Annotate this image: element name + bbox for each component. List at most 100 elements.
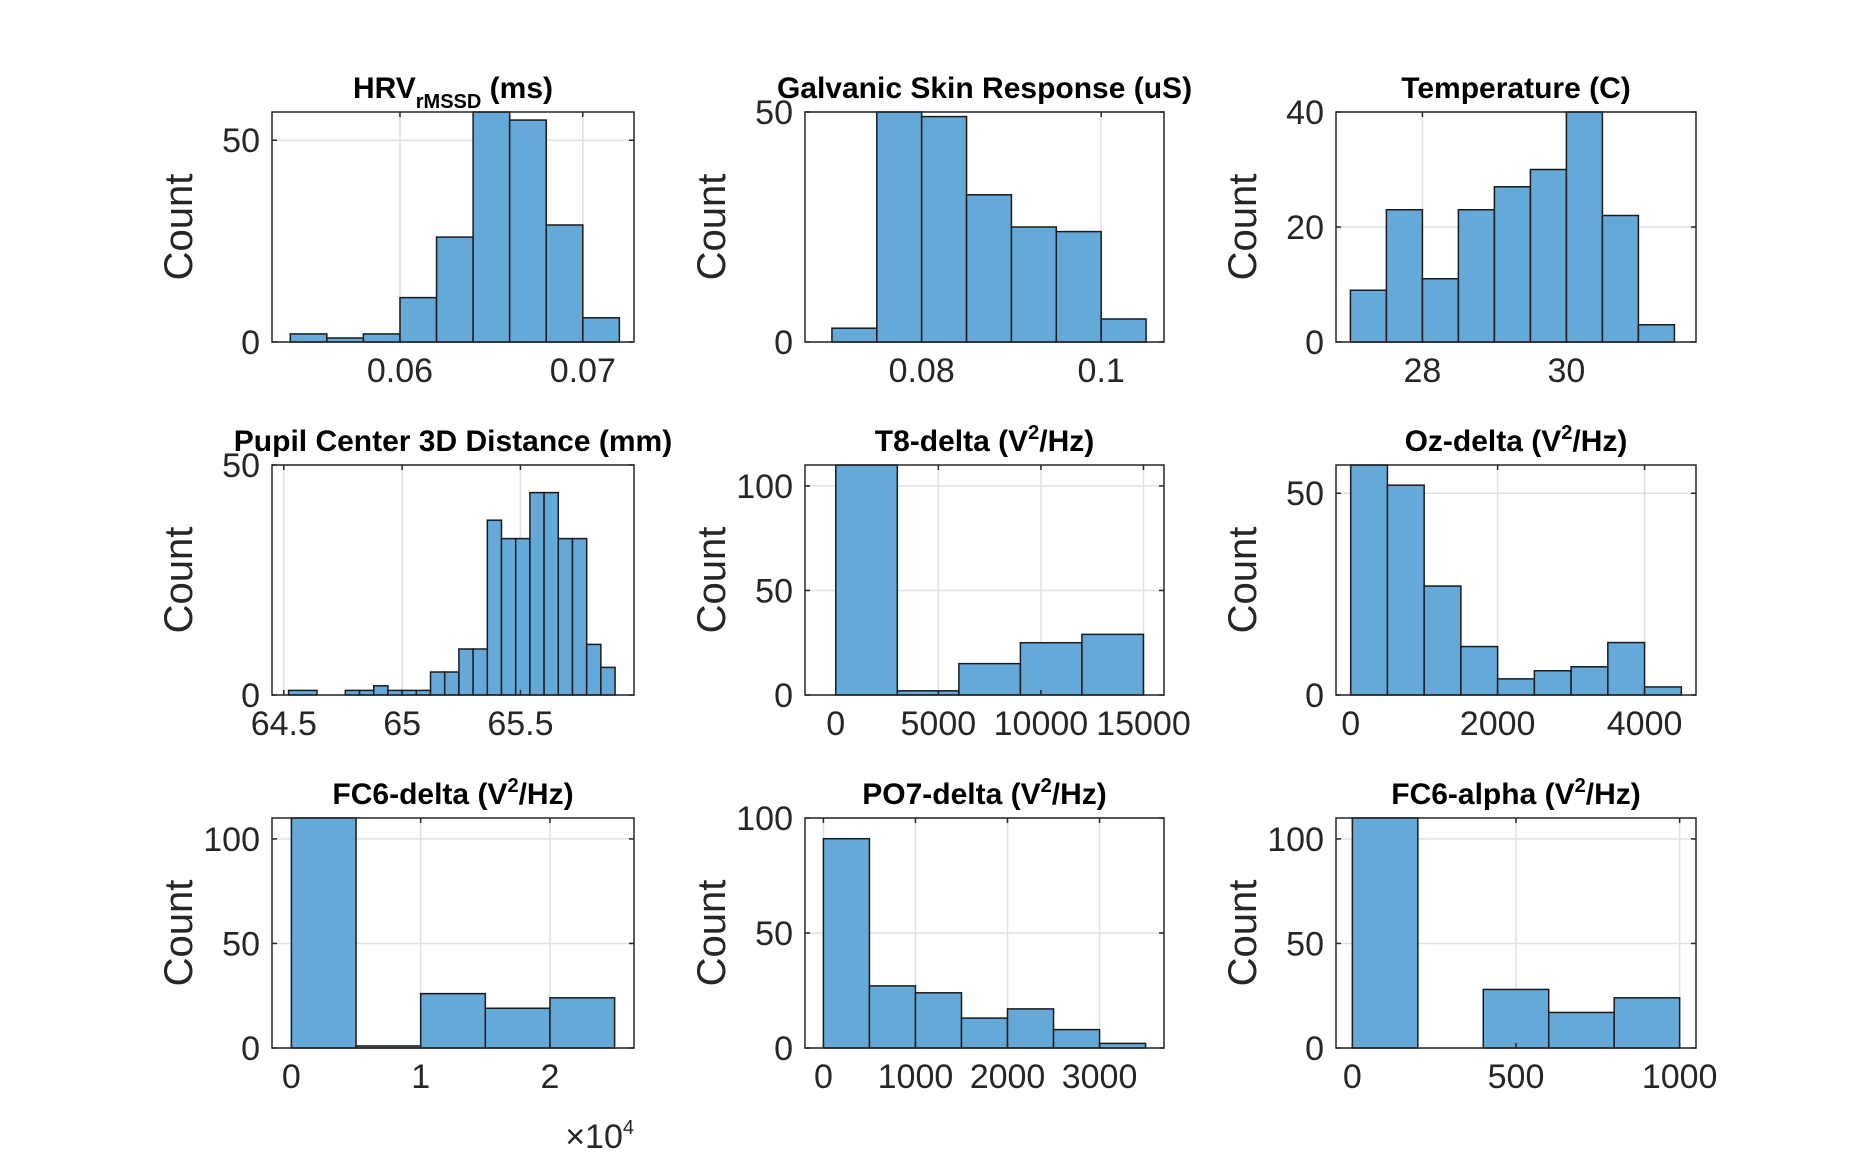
y-axis-label: Count xyxy=(1221,880,1265,987)
panel-title: Oz-delta (V2/Hz) xyxy=(1405,422,1628,458)
panel-title: T8-delta (V2/Hz) xyxy=(875,422,1094,458)
y-axis-label: Count xyxy=(1221,174,1265,281)
histogram-panel-6: 0 2000 4000 0 50 Count Oz-delta (V2/Hz) xyxy=(1221,422,1697,743)
y-tick-label: 0 xyxy=(241,677,260,715)
histogram-panel-8: 0 1000 2000 3000 0 50 100 Count PO7-delta (V2/Hz… xyxy=(690,775,1165,1096)
histogram-bar xyxy=(585,643,602,696)
x-tick-label: 64.5 xyxy=(251,705,317,743)
histogram-bar xyxy=(1006,1008,1055,1049)
histogram-bar xyxy=(1351,817,1419,1049)
histogram-bar xyxy=(1385,209,1424,343)
histogram-panel-4: 64.5 65 65.5 0 50 Count Pupil Center 3D Distan… xyxy=(157,425,672,743)
x-tick-label: 28 xyxy=(1403,352,1441,390)
y-tick-label: 100 xyxy=(1267,821,1324,859)
x-tick-label: 2 xyxy=(541,1058,560,1096)
histogram-bar xyxy=(868,985,917,1049)
y-axis-label: Count xyxy=(157,880,201,987)
histogram-bar xyxy=(600,666,616,696)
histogram-bar xyxy=(1349,289,1388,343)
y-tick-label: 50 xyxy=(222,925,260,963)
histogram-bar xyxy=(1100,318,1147,343)
histogram-bar xyxy=(543,491,560,696)
histogram-bar xyxy=(500,537,517,696)
x-tick-label: 1000 xyxy=(1642,1058,1718,1096)
axes-frame xyxy=(804,111,1165,343)
histogram-bar xyxy=(429,671,446,696)
histogram-bar xyxy=(1349,464,1389,696)
histogram-bar xyxy=(399,296,438,343)
panel-title: Galvanic Skin Response (uS) xyxy=(777,72,1192,105)
histogram-panel-2: 0.08 0.1 0 50 Count Galvanic Skin Response (u… xyxy=(690,72,1192,390)
x-tick-label: 1000 xyxy=(878,1058,954,1096)
histogram-bar xyxy=(1533,670,1572,696)
histogram-bar xyxy=(831,327,878,343)
y-axis-label: Count xyxy=(690,527,734,634)
histogram-bar xyxy=(1457,209,1496,343)
histogram-bar xyxy=(1493,186,1532,343)
histogram-bar xyxy=(822,837,871,1049)
y-tick-label: 100 xyxy=(736,800,793,838)
histogram-bar xyxy=(443,671,460,696)
histogram-bar xyxy=(1055,230,1102,343)
y-tick-label: 0 xyxy=(774,1030,793,1068)
histogram-bar xyxy=(435,236,474,343)
x-tick-label: 10000 xyxy=(994,705,1089,743)
histogram-bar xyxy=(1496,678,1536,696)
histogram-bar xyxy=(472,111,511,343)
histogram-bar xyxy=(372,685,389,696)
histogram-bar xyxy=(571,537,588,696)
x-tick-label: 0 xyxy=(1341,705,1360,743)
axes-frame xyxy=(804,464,1165,696)
y-tick-label: 0 xyxy=(774,677,793,715)
histogram-bar xyxy=(914,992,963,1049)
panel-title: Temperature (C) xyxy=(1401,72,1630,105)
histogram-bar xyxy=(508,119,547,343)
histogram-bar xyxy=(472,648,489,696)
x-tick-label: 0.08 xyxy=(889,352,955,390)
histogram-bar xyxy=(458,648,474,696)
histogram-bar xyxy=(582,317,621,343)
histogram-bar xyxy=(958,662,1022,696)
x-tick-label: 0.06 xyxy=(367,352,433,390)
x-tick-label: 1 xyxy=(411,1058,430,1096)
histogram-bar xyxy=(1570,666,1609,696)
histogram-bar xyxy=(1010,226,1058,343)
histogram-bar xyxy=(549,997,616,1049)
panel-title: HRVrMSSD (ms) xyxy=(353,72,553,113)
y-tick-label: 50 xyxy=(222,122,260,160)
x-tick-label: 0.1 xyxy=(1078,352,1125,390)
y-axis-label: Count xyxy=(690,174,734,281)
y-axis-label: Count xyxy=(157,174,201,281)
x-tick-label: 65.5 xyxy=(487,705,553,743)
y-tick-label: 100 xyxy=(203,821,260,859)
panel-title: PO7-delta (V2/Hz) xyxy=(862,775,1107,811)
histogram-bar xyxy=(529,491,545,696)
histogram-bar xyxy=(1421,278,1460,343)
axes-frame xyxy=(271,817,635,1049)
y-tick-label: 0 xyxy=(1305,1030,1324,1068)
histogram-bar xyxy=(486,519,503,696)
histogram-bar xyxy=(419,992,487,1049)
x-tick-label: 15000 xyxy=(1096,705,1191,743)
axes-frame xyxy=(271,464,635,696)
x-tick-label: 0.07 xyxy=(550,352,616,390)
x-tick-label: 4000 xyxy=(1607,705,1683,743)
y-tick-label: 0 xyxy=(1305,324,1324,362)
x-tick-label: 3000 xyxy=(1062,1058,1138,1096)
histogram-bar xyxy=(1482,988,1550,1049)
panel-title: FC6-delta (V2/Hz) xyxy=(332,775,573,811)
histogram-bar xyxy=(545,224,584,343)
histogram-bar xyxy=(1565,111,1604,343)
histogram-bar xyxy=(920,115,968,343)
histogram-bar xyxy=(1637,324,1676,343)
histogram-bar xyxy=(876,111,923,343)
histogram-bar xyxy=(362,333,401,343)
x-tick-label: 5000 xyxy=(901,705,977,743)
histogram-bar xyxy=(1601,214,1640,343)
x-tick-label: 0 xyxy=(814,1058,833,1096)
x-tick-label: 0 xyxy=(826,705,845,743)
